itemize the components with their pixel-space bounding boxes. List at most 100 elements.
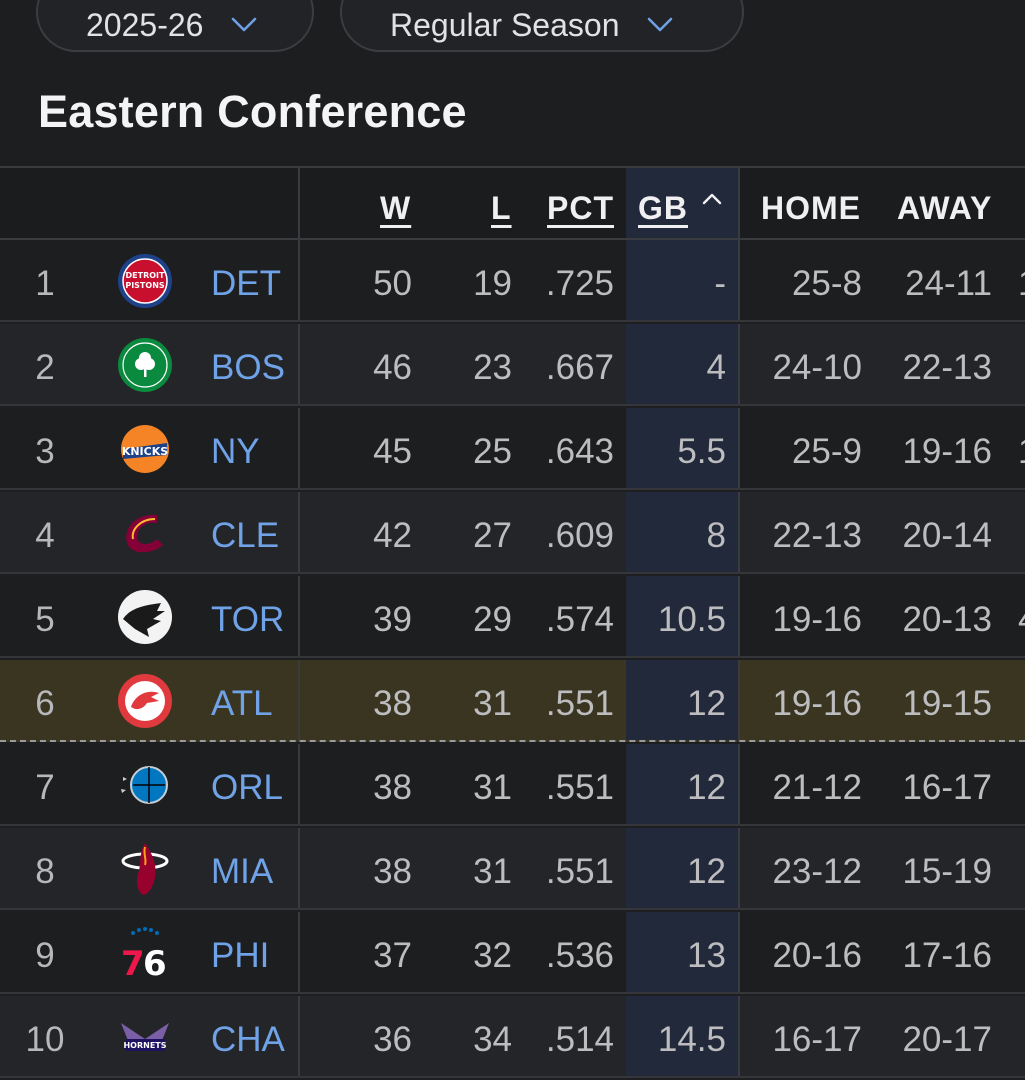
team-link[interactable]: TOR	[211, 600, 285, 639]
losses-cell: 23	[473, 348, 512, 387]
games-behind-cell: 12	[687, 768, 726, 807]
header-l[interactable]: L	[491, 190, 512, 226]
pct-cell: .551	[545, 852, 614, 891]
knicks-logo-icon[interactable]: KNICKS	[117, 421, 173, 477]
header-gb[interactable]: GB	[638, 190, 688, 226]
season-dropdown[interactable]: 2025-26	[36, 0, 314, 52]
losses-cell: 29	[473, 600, 512, 639]
home-record-cell: 20-16	[772, 936, 862, 975]
column-divider	[738, 408, 740, 488]
table-header: W L PCT GB HOME AWAY	[0, 166, 1025, 240]
team-link[interactable]: MIA	[211, 852, 274, 891]
pct-cell: .609	[545, 516, 614, 555]
column-divider	[738, 660, 740, 740]
column-divider	[298, 324, 300, 404]
wins-cell: 45	[373, 432, 412, 471]
svg-text:HORNETS: HORNETS	[123, 1041, 166, 1050]
column-divider	[738, 744, 740, 824]
home-record-cell: 19-16	[772, 684, 862, 723]
pct-cell: .643	[545, 432, 614, 471]
rank-cell: 6	[35, 684, 55, 723]
sort-ascending-icon[interactable]	[702, 192, 722, 206]
sorted-column-highlight	[626, 492, 738, 572]
away-record-cell: 22-13	[902, 348, 992, 387]
rank-cell: 5	[35, 600, 55, 639]
away-record-cell: 24-11	[905, 264, 992, 303]
table-row[interactable]: 2 BOS 46 23 .667 4 24-10 22-13	[0, 324, 1025, 406]
header-pct[interactable]: PCT	[547, 190, 614, 226]
table-row[interactable]: 6 ATL 38 31 .551 12 19-16 19-15	[0, 660, 1025, 742]
column-divider	[738, 912, 740, 992]
raptors-logo-icon[interactable]	[117, 589, 173, 645]
header-w[interactable]: W	[380, 190, 412, 226]
table-row[interactable]: 9 7 6 PHI 37 32 .536 13 20-16 17-16	[0, 912, 1025, 994]
pct-cell: .536	[545, 936, 614, 975]
magic-logo-icon[interactable]	[117, 757, 173, 813]
header-away: AWAY	[897, 190, 993, 226]
losses-cell: 25	[473, 432, 512, 471]
wins-cell: 38	[373, 684, 412, 723]
wins-cell: 38	[373, 852, 412, 891]
svg-text:KNICKS: KNICKS	[122, 445, 168, 458]
team-link[interactable]: DET	[211, 264, 281, 303]
pct-cell: .725	[545, 264, 614, 303]
table-row[interactable]: 10 HORNETS CHA 36 34 .514 14.5 16-17 20-17	[0, 996, 1025, 1078]
away-record-cell: 16-17	[902, 768, 992, 807]
sorted-column-highlight	[626, 828, 738, 908]
games-behind-cell: 12	[687, 684, 726, 723]
hawks-logo-icon[interactable]	[117, 673, 173, 729]
team-link[interactable]: ATL	[211, 684, 273, 723]
season-dropdown-label: 2025-26	[86, 6, 204, 43]
away-record-cell: 20-14	[902, 516, 992, 555]
games-behind-cell: 14.5	[657, 1020, 726, 1059]
column-divider	[738, 576, 740, 656]
76ers-logo-icon[interactable]: 76	[117, 925, 173, 981]
chevron-down-icon	[232, 17, 257, 32]
column-divider	[298, 168, 300, 238]
table-row[interactable]: 8 MIA 38 31 .551 12 23-12 15-19	[0, 828, 1025, 910]
team-link[interactable]: PHI	[211, 936, 270, 975]
sorted-column-highlight	[626, 912, 738, 992]
games-behind-cell: 4	[706, 348, 726, 387]
conference-title: Eastern Conference	[38, 86, 467, 137]
home-record-cell: 16-17	[772, 1020, 862, 1059]
games-behind-cell: 12	[687, 852, 726, 891]
season-type-dropdown[interactable]: Regular Season	[340, 0, 744, 52]
table-row[interactable]: 4 CLE 42 27 .609 8 22-13 20-14	[0, 492, 1025, 574]
column-divider	[298, 408, 300, 488]
hornets-logo-icon[interactable]: HORNETS	[117, 1009, 173, 1065]
wins-cell: 36	[373, 1020, 412, 1059]
column-divider	[738, 324, 740, 404]
column-divider	[738, 168, 740, 238]
team-link[interactable]: NY	[211, 432, 260, 471]
home-record-cell: 19-16	[772, 600, 862, 639]
pct-cell: .551	[545, 684, 614, 723]
column-divider	[298, 240, 300, 320]
wins-cell: 50	[373, 264, 412, 303]
celtics-logo-icon[interactable]	[117, 337, 173, 393]
sorted-column-highlight	[626, 576, 738, 656]
sorted-column-highlight	[626, 660, 738, 740]
heat-logo-icon[interactable]	[117, 841, 173, 897]
table-row[interactable]: 3 KNICKS NY 45 25 .643 5.5 25-9 19-16 1	[0, 408, 1025, 490]
team-link[interactable]: CLE	[211, 516, 280, 555]
column-divider	[298, 912, 300, 992]
home-record-cell: 21-12	[772, 768, 862, 807]
team-link[interactable]: BOS	[211, 348, 285, 387]
rank-cell: 9	[35, 936, 55, 975]
svg-text:PISTONS: PISTONS	[125, 281, 165, 290]
rank-cell: 4	[35, 516, 55, 555]
away-record-cell: 19-15	[902, 684, 992, 723]
column-divider	[298, 996, 300, 1076]
home-record-cell: 24-10	[772, 348, 862, 387]
pct-cell: .514	[545, 1020, 614, 1059]
table-row[interactable]: 7 ORL 38 31 .551 12 21-12 16-17	[0, 744, 1025, 826]
losses-cell: 34	[473, 1020, 512, 1059]
cavaliers-logo-icon[interactable]	[117, 505, 173, 561]
table-row[interactable]: 5 TOR 39 29 .574 10.5 19-16 20-13 4	[0, 576, 1025, 658]
team-link[interactable]: ORL	[211, 768, 283, 807]
team-link[interactable]: CHA	[211, 1020, 285, 1059]
away-record-cell: 15-19	[902, 852, 992, 891]
